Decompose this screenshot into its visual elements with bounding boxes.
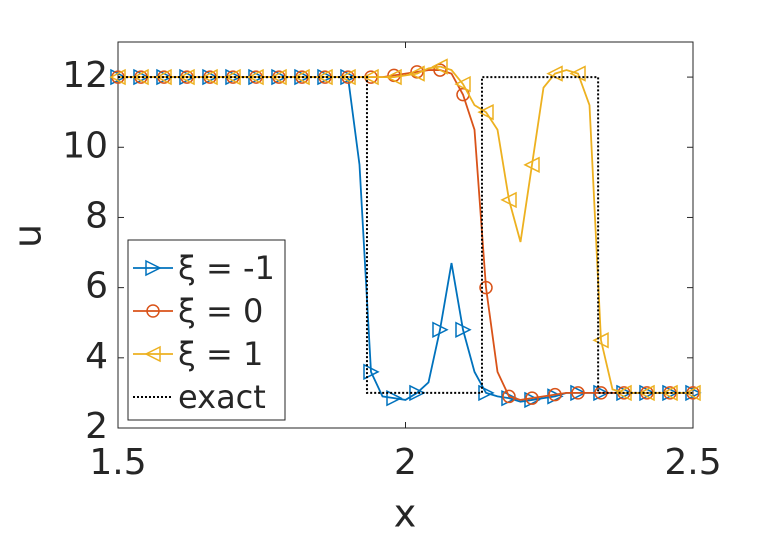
marker <box>500 191 517 209</box>
marker <box>523 156 540 174</box>
marker <box>109 68 126 86</box>
series-line <box>118 76 693 394</box>
legend-label: ξ = 1 <box>178 335 263 373</box>
marker <box>145 259 162 277</box>
marker <box>144 345 161 363</box>
x-tick-label: 2 <box>394 442 417 483</box>
marker <box>454 75 471 93</box>
y-tick-label: 4 <box>85 336 108 377</box>
marker <box>432 321 449 338</box>
legend-label: exact <box>178 378 266 416</box>
marker <box>477 103 494 121</box>
marker <box>592 332 609 349</box>
legend-box <box>127 239 286 421</box>
y-tick-label: 12 <box>62 55 108 96</box>
x-axis-label: x <box>394 492 417 536</box>
marker <box>431 58 448 75</box>
marker <box>409 384 426 402</box>
legend-label: ξ = 0 <box>178 292 263 330</box>
marker <box>638 384 655 402</box>
marker <box>548 387 562 402</box>
marker <box>386 389 403 407</box>
marker <box>146 304 160 318</box>
y-axis-label: u <box>6 224 50 248</box>
marker <box>525 391 539 405</box>
y-tick-label: 2 <box>85 406 108 447</box>
marker <box>408 65 425 82</box>
x-tick-label: 2.5 <box>664 442 721 483</box>
marker <box>362 68 379 86</box>
marker <box>661 384 678 402</box>
y-tick-label: 6 <box>85 266 108 307</box>
legend-label: ξ = -1 <box>178 249 275 287</box>
marker <box>479 280 493 295</box>
legend: ξ = -1 ξ = 0 ξ = 1 exact <box>127 239 286 421</box>
marker <box>455 321 472 338</box>
marker <box>363 363 380 381</box>
marker <box>293 68 310 86</box>
x-tick-label: 1.5 <box>89 442 146 483</box>
marker <box>684 384 701 402</box>
marker <box>502 389 516 404</box>
y-tick-label: 10 <box>62 125 108 166</box>
marker <box>569 65 586 82</box>
marker <box>385 68 402 86</box>
marker <box>571 386 585 400</box>
marker <box>201 68 218 86</box>
marker <box>433 63 447 77</box>
y-tick-label: 8 <box>85 195 108 236</box>
